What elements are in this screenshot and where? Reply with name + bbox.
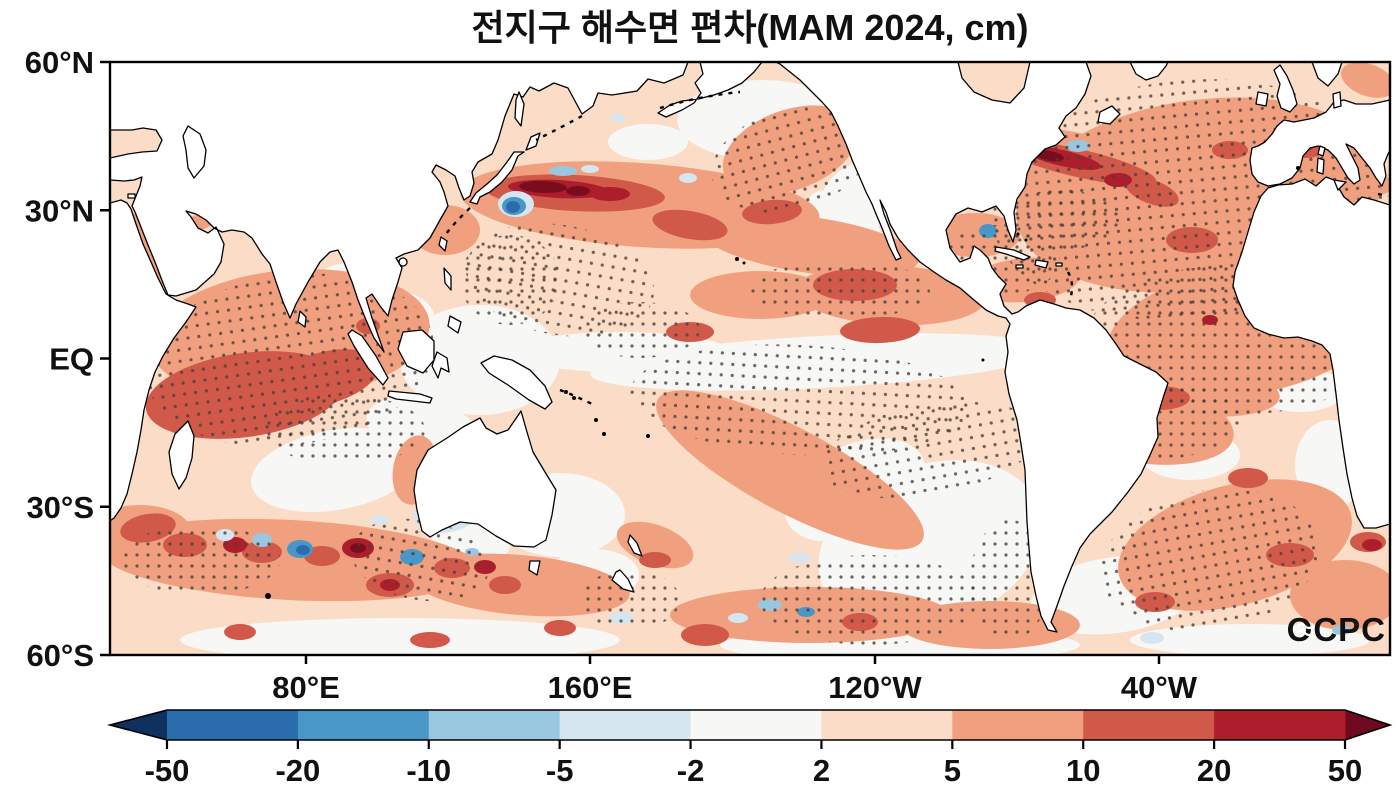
- land-japan-honshu: [469, 151, 525, 205]
- lon-tick-label: 80°E: [272, 670, 340, 705]
- lon-axis: 80°E 160°E 120°W 40°W: [272, 655, 1198, 705]
- colorbar-tick-label: 2: [813, 753, 830, 788]
- lat-tick-label: 60°S: [26, 638, 94, 673]
- ocpc-wave-icon: [1296, 629, 1314, 637]
- land-tasmania: [528, 560, 541, 576]
- land-sri-lanka: [297, 310, 307, 328]
- land-newfoundland: [1097, 105, 1121, 125]
- land-sulawesi: [431, 351, 450, 379]
- land-hainan: [398, 257, 408, 267]
- lon-tick-label: 40°W: [1121, 670, 1198, 705]
- land-new-zealand-south: [611, 569, 635, 593]
- land-new-zealand-north: [627, 534, 643, 557]
- land-europe: [1249, 99, 1390, 187]
- land-ireland: [1255, 91, 1269, 107]
- ocpc-watermark: OCPC: [1287, 611, 1386, 648]
- land-australia: [413, 410, 557, 548]
- aleutian-arc: [659, 90, 741, 110]
- land-britain: [1273, 64, 1298, 113]
- land-cuba: [994, 246, 1031, 261]
- japan-blue-eddy: [506, 201, 520, 213]
- land-java: [387, 390, 433, 404]
- lat-tick-label: EQ: [49, 342, 94, 377]
- land-sicily: [1333, 179, 1347, 191]
- colorbar-segment: [428, 710, 561, 740]
- colorbar-tick-label: 20: [1197, 753, 1231, 788]
- land-eurasia: [110, 62, 689, 353]
- map-panel: OCPC: [108, 60, 1392, 657]
- lat-tick-label: 60°N: [25, 45, 94, 80]
- colorbar-segment: [297, 710, 430, 740]
- lat-axis: 60°N 30°N EQ 30°S 60°S: [25, 45, 110, 673]
- land-madagascar: [168, 420, 195, 490]
- lat-tick-label: 30°S: [26, 490, 94, 525]
- colorbar-tick-label: -10: [406, 753, 451, 788]
- lat-tick-label: 30°N: [25, 193, 94, 228]
- colorbar-segment: [167, 710, 299, 740]
- land-americas: [657, 62, 1169, 633]
- land-sumatra: [347, 329, 389, 386]
- colorbar-tick-label: -5: [546, 753, 574, 788]
- colorbar-segment: [1083, 710, 1215, 740]
- antilles-arc: [1066, 271, 1074, 297]
- lon-tick-label: 120°W: [828, 670, 922, 705]
- land-denmark: [1332, 91, 1342, 109]
- land-cyprus: [127, 193, 136, 199]
- watermark-text: OCPC: [1287, 611, 1386, 648]
- land-greenland-tip: [1129, 62, 1169, 81]
- land-corsica: [1317, 145, 1326, 157]
- colorbar-segment: [821, 710, 953, 740]
- colorbar-tick-label: -50: [145, 753, 190, 788]
- ryukyu-arc: [445, 207, 471, 235]
- colorbar-tick-label: 50: [1328, 753, 1362, 788]
- page-title: 전지구 해수면 편차(MAM 2024, cm): [471, 7, 1028, 48]
- colorbar-tick-label: -2: [677, 753, 705, 788]
- land-scandinavia-tip: [1311, 62, 1343, 87]
- land-africa-east: [110, 199, 197, 522]
- land-caspian-sea: [182, 125, 207, 179]
- colorbar-segment: [952, 710, 1084, 740]
- colorbar-right-arrow: [1345, 710, 1390, 740]
- land-africa-west: [1232, 176, 1390, 529]
- colorbar-segment: [690, 710, 822, 740]
- small-islands: [265, 166, 1300, 599]
- land-new-guinea: [480, 355, 553, 410]
- land-philippines: [443, 267, 452, 291]
- colorbar-segment: [559, 710, 692, 740]
- agulhas-blue-eddy: [296, 545, 310, 555]
- colorbar-legend: -50 -20 -10 -5 -2 2 5 10 20 50: [106, 709, 1393, 788]
- land-taiwan: [438, 236, 448, 252]
- landmasses: [110, 62, 1390, 633]
- colorbar-tick-label: 10: [1066, 753, 1100, 788]
- ocpc-wave-icon: [1296, 622, 1314, 630]
- land-hispaniola: [1034, 259, 1049, 269]
- solomon-arc: [559, 388, 593, 406]
- lon-tick-label: 160°E: [548, 670, 633, 705]
- land-sardinia: [1316, 157, 1325, 175]
- crete: [1377, 192, 1389, 198]
- colorbar-tick-label: 5: [944, 753, 961, 788]
- land-sakhalin: [514, 91, 525, 127]
- colorbar-left-arrow: [110, 710, 167, 740]
- colorbar-segment: [1214, 710, 1346, 740]
- colorbar-tick-label: -20: [275, 753, 320, 788]
- land-borneo: [397, 329, 435, 374]
- land-japan-hokkaido: [525, 132, 541, 151]
- island-arcs: [445, 90, 1389, 406]
